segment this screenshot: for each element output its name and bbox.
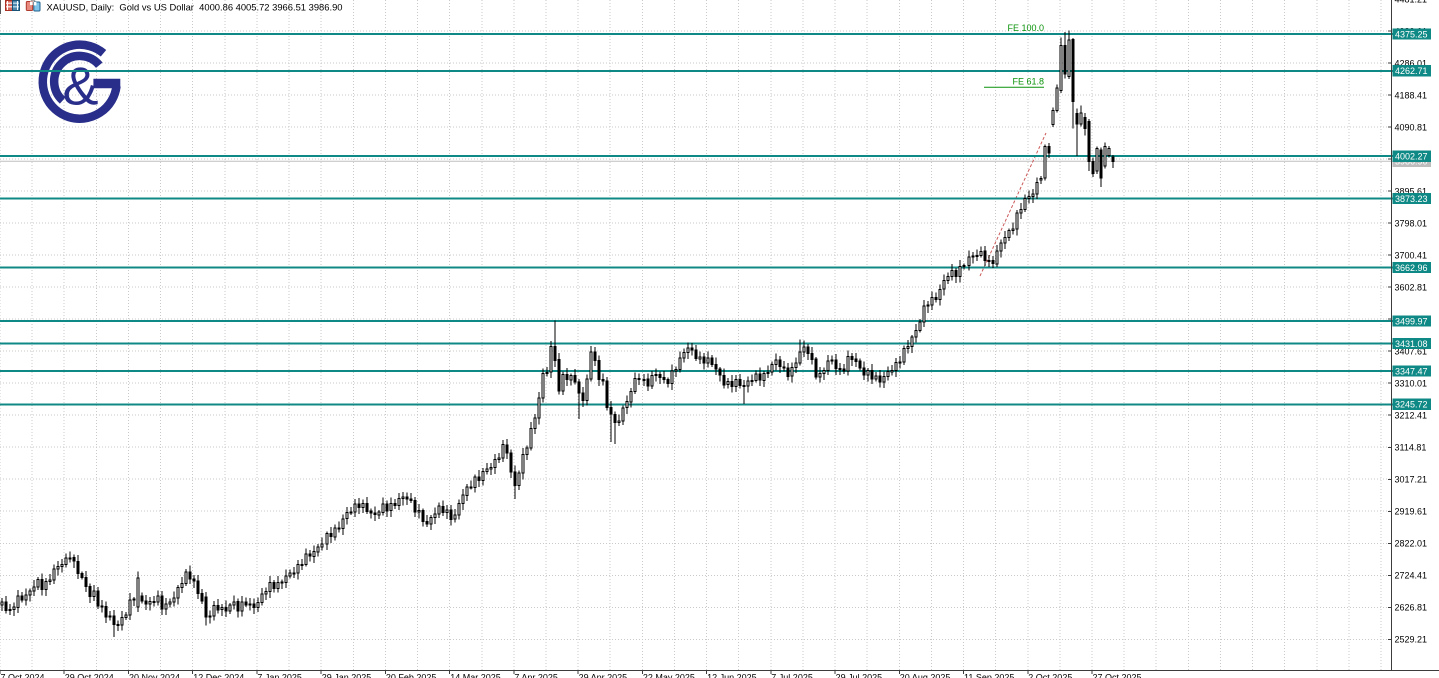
svg-text:29 Apr 2025: 29 Apr 2025 <box>579 673 628 678</box>
svg-text:4481.21: 4481.21 <box>1395 0 1428 4</box>
svg-text:2626.81: 2626.81 <box>1395 603 1428 613</box>
svg-text:22 May 2025: 22 May 2025 <box>643 673 695 678</box>
svg-text:3873.23: 3873.23 <box>1395 194 1428 204</box>
svg-text:4375.25: 4375.25 <box>1395 29 1428 39</box>
svg-text:2822.01: 2822.01 <box>1395 539 1428 549</box>
svg-text:12 Dec 2024: 12 Dec 2024 <box>193 673 244 678</box>
svg-text:3114.81: 3114.81 <box>1395 443 1427 453</box>
svg-text:12 Jun 2025: 12 Jun 2025 <box>707 673 757 678</box>
svg-text:4090.81: 4090.81 <box>1395 122 1428 132</box>
svg-text:27 Oct 2025: 27 Oct 2025 <box>1093 673 1142 678</box>
svg-text:29 Oct 2024: 29 Oct 2024 <box>65 673 114 678</box>
svg-text:FE 100.0: FE 100.0 <box>1007 23 1044 33</box>
svg-text:29 Jan 2025: 29 Jan 2025 <box>322 673 372 678</box>
svg-text:3602.81: 3602.81 <box>1395 282 1428 292</box>
svg-text:3700.41: 3700.41 <box>1395 250 1428 260</box>
svg-text:3017.21: 3017.21 <box>1395 475 1428 485</box>
svg-text:4188.41: 4188.41 <box>1395 90 1428 100</box>
svg-text:7 Jul 2025: 7 Jul 2025 <box>771 673 813 678</box>
svg-text:7 Oct 2024: 7 Oct 2024 <box>1 673 45 678</box>
svg-text:3662.96: 3662.96 <box>1395 263 1428 273</box>
svg-text:3798.01: 3798.01 <box>1395 218 1428 228</box>
svg-text:3310.01: 3310.01 <box>1395 378 1428 388</box>
svg-text:11 Sep 2025: 11 Sep 2025 <box>964 673 1014 678</box>
svg-text:3895.61: 3895.61 <box>1395 186 1428 196</box>
svg-text:2 Oct 2025: 2 Oct 2025 <box>1028 673 1072 678</box>
svg-text:3347.47: 3347.47 <box>1395 366 1428 376</box>
svg-text:XAUUSD, Daily: Gold vs US Dol: XAUUSD, Daily: Gold vs US Dollar 4000.86… <box>47 2 343 13</box>
svg-text:3212.41: 3212.41 <box>1395 410 1428 420</box>
svg-text:2724.41: 2724.41 <box>1395 571 1428 581</box>
svg-text:FE 61.8: FE 61.8 <box>1012 76 1044 86</box>
svg-text:2529.21: 2529.21 <box>1395 635 1428 645</box>
svg-text:3499.97: 3499.97 <box>1395 316 1428 326</box>
svg-text:4286.01: 4286.01 <box>1395 58 1428 68</box>
svg-text:7 Jan 2025: 7 Jan 2025 <box>257 673 302 678</box>
svg-text:3431.08: 3431.08 <box>1395 339 1428 349</box>
svg-text:3407.61: 3407.61 <box>1395 346 1428 356</box>
svg-text:3245.72: 3245.72 <box>1395 400 1428 410</box>
svg-text:20 Aug 2025: 20 Aug 2025 <box>900 673 951 678</box>
svg-text:20 Nov 2024: 20 Nov 2024 <box>129 673 180 678</box>
svg-text:20 Feb 2025: 20 Feb 2025 <box>386 673 437 678</box>
svg-text:&: & <box>62 57 98 117</box>
svg-text:7 Apr 2025: 7 Apr 2025 <box>514 673 558 678</box>
svg-text:2919.61: 2919.61 <box>1395 507 1428 517</box>
svg-text:29 Jul 2025: 29 Jul 2025 <box>836 673 883 678</box>
svg-text:4262.71: 4262.71 <box>1395 66 1428 76</box>
svg-text:4002.27: 4002.27 <box>1395 152 1428 162</box>
svg-text:14 Mar 2025: 14 Mar 2025 <box>450 673 501 678</box>
